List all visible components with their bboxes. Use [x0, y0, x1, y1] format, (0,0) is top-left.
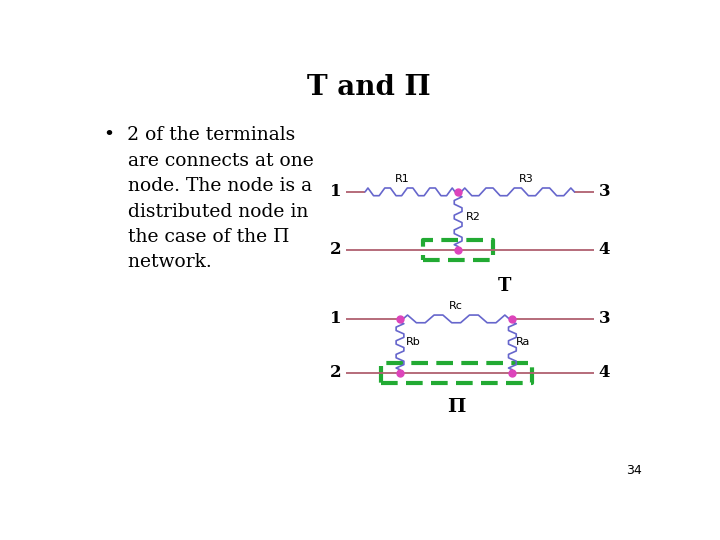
Text: 2: 2	[330, 364, 341, 381]
Text: R2: R2	[466, 212, 481, 222]
Text: 3: 3	[598, 184, 610, 200]
Text: 34: 34	[626, 464, 642, 477]
Text: R3: R3	[518, 174, 534, 184]
Text: 4: 4	[598, 241, 610, 258]
Text: •  2 of the terminals: • 2 of the terminals	[104, 126, 295, 144]
Text: Π: Π	[447, 398, 465, 416]
Text: 1: 1	[330, 310, 341, 327]
Text: R1: R1	[395, 174, 409, 184]
Text: Rc: Rc	[449, 301, 463, 311]
Text: network.: network.	[104, 253, 212, 272]
Text: node. The node is a: node. The node is a	[104, 177, 312, 195]
Text: the case of the Π: the case of the Π	[104, 228, 289, 246]
Text: 2: 2	[330, 241, 341, 258]
Text: 1: 1	[330, 184, 341, 200]
Text: Ra: Ra	[516, 337, 531, 347]
Text: T and Π: T and Π	[307, 74, 431, 101]
Text: T: T	[498, 276, 511, 294]
Bar	[381, 363, 532, 383]
Text: are connects at one: are connects at one	[104, 152, 314, 170]
Text: Rb: Rb	[406, 337, 421, 347]
Text: 3: 3	[598, 310, 610, 327]
Text: 4: 4	[598, 364, 610, 381]
Text: distributed node in: distributed node in	[104, 202, 308, 221]
Bar	[423, 240, 493, 260]
